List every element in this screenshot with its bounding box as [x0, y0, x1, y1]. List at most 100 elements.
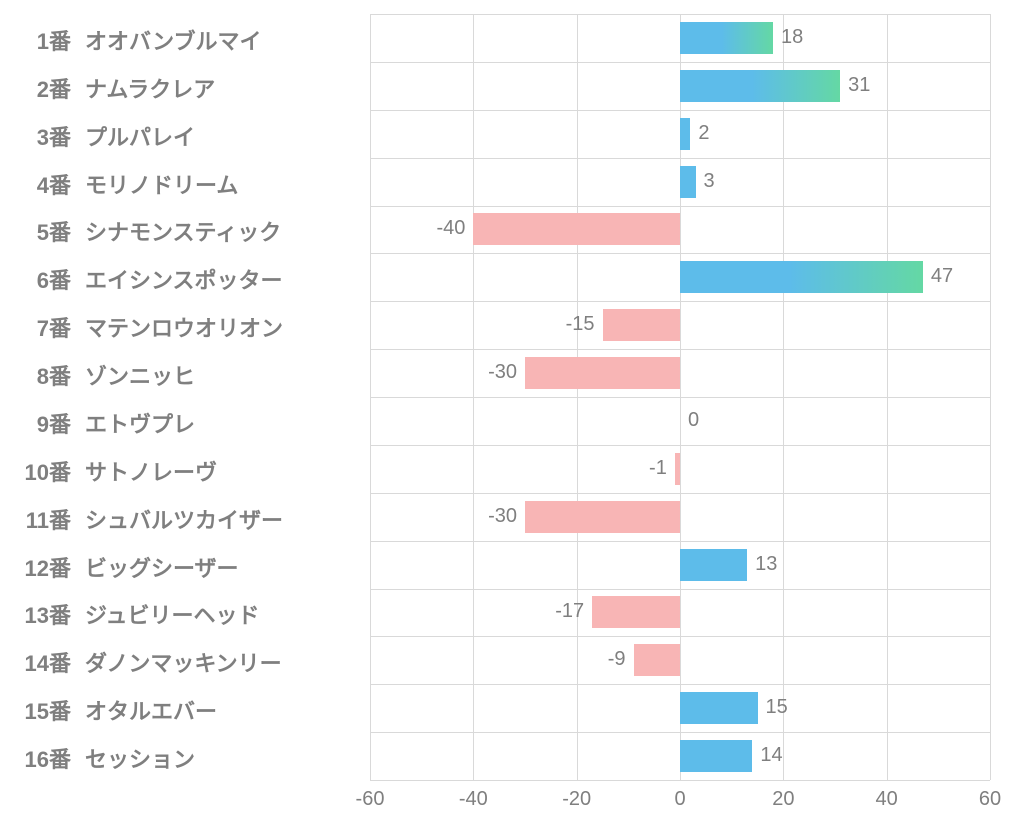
category-label: 11番シュバルツカイザー [0, 503, 370, 535]
category-num: 10番 [0, 455, 85, 487]
x-tick-label: -20 [562, 788, 591, 811]
bar [592, 596, 680, 628]
category-name: エトヴプレ [85, 407, 370, 439]
bar [680, 692, 758, 724]
bar [680, 261, 923, 293]
value-label: -17 [555, 600, 592, 623]
category-label: 9番エトヴプレ [0, 407, 370, 439]
category-num: 16番 [0, 742, 85, 774]
category-num: 6番 [0, 263, 85, 295]
bar [680, 70, 840, 102]
category-label: 10番サトノレーヴ [0, 455, 370, 487]
hline [370, 445, 990, 446]
category-label: 1番オオバンブルマイ [0, 24, 370, 56]
category-label: 16番セッション [0, 742, 370, 774]
value-label: -30 [488, 505, 525, 528]
category-name: マテンロウオリオン [85, 311, 370, 343]
category-num: 7番 [0, 311, 85, 343]
category-label: 15番オタルエバー [0, 694, 370, 726]
category-label: 8番ゾンニッヒ [0, 359, 370, 391]
hline [370, 253, 990, 254]
bar [525, 501, 680, 533]
category-name: ダノンマッキンリー [85, 646, 370, 678]
value-label: 18 [781, 26, 803, 49]
value-label: 31 [848, 74, 870, 97]
category-label: 2番ナムラクレア [0, 72, 370, 104]
hline [370, 780, 990, 781]
value-label: 3 [704, 170, 715, 193]
bar [680, 549, 747, 581]
category-name: モリノドリーム [85, 168, 370, 200]
hline [370, 493, 990, 494]
hline [370, 158, 990, 159]
category-name: シナモンスティック [85, 215, 370, 247]
category-num: 4番 [0, 168, 85, 200]
category-num: 12番 [0, 551, 85, 583]
category-num: 5番 [0, 215, 85, 247]
bar [603, 309, 681, 341]
value-label: -40 [436, 217, 473, 240]
bar [680, 22, 773, 54]
category-num: 2番 [0, 72, 85, 104]
value-label: -9 [608, 648, 634, 671]
bar [680, 166, 696, 198]
category-num: 9番 [0, 407, 85, 439]
x-tick-label: 60 [979, 788, 1001, 811]
x-tick-label: -40 [459, 788, 488, 811]
x-tick-label: 0 [674, 788, 685, 811]
category-num: 14番 [0, 646, 85, 678]
category-label: 12番ビッグシーザー [0, 551, 370, 583]
hline [370, 349, 990, 350]
value-label: 13 [755, 553, 777, 576]
value-label: -15 [566, 313, 603, 336]
x-tick-label: -60 [356, 788, 385, 811]
value-label: 14 [760, 744, 782, 767]
hline [370, 589, 990, 590]
x-tick-label: 40 [876, 788, 898, 811]
value-label: -1 [649, 457, 675, 480]
bar [675, 453, 680, 485]
hline [370, 397, 990, 398]
category-name: エイシンスポッター [85, 263, 370, 295]
bar [680, 118, 690, 150]
category-name: ジュビリーヘッド [85, 598, 370, 630]
category-num: 13番 [0, 598, 85, 630]
hline [370, 206, 990, 207]
bar [525, 357, 680, 389]
category-name: オタルエバー [85, 694, 370, 726]
hline [370, 684, 990, 685]
category-label: 5番シナモンスティック [0, 215, 370, 247]
category-name: シュバルツカイザー [85, 503, 370, 535]
category-label: 4番モリノドリーム [0, 168, 370, 200]
hline [370, 636, 990, 637]
category-num: 15番 [0, 694, 85, 726]
category-name: セッション [85, 742, 370, 774]
category-name: プルパレイ [85, 120, 370, 152]
bar [473, 213, 680, 245]
hline [370, 14, 990, 15]
hline [370, 301, 990, 302]
category-num: 8番 [0, 359, 85, 391]
category-name: ビッグシーザー [85, 551, 370, 583]
category-num: 1番 [0, 24, 85, 56]
value-label: -30 [488, 361, 525, 384]
bar [680, 740, 752, 772]
category-label: 3番プルパレイ [0, 120, 370, 152]
bar-chart: 1番オオバンブルマイ2番ナムラクレア3番プルパレイ4番モリノドリーム5番シナモン… [0, 0, 1022, 834]
value-label: 47 [931, 265, 953, 288]
gridline [990, 14, 991, 780]
category-label: 14番ダノンマッキンリー [0, 646, 370, 678]
value-label: 2 [698, 122, 709, 145]
hline [370, 541, 990, 542]
category-name: オオバンブルマイ [85, 24, 370, 56]
category-name: ナムラクレア [85, 72, 370, 104]
x-tick-label: 20 [772, 788, 794, 811]
category-name: サトノレーヴ [85, 455, 370, 487]
hline [370, 110, 990, 111]
category-label: 7番マテンロウオリオン [0, 311, 370, 343]
category-label: 6番エイシンスポッター [0, 263, 370, 295]
category-num: 11番 [0, 503, 85, 535]
category-label: 13番ジュビリーヘッド [0, 598, 370, 630]
hline [370, 62, 990, 63]
plot-area: -60-40-200204060183123-4047-15-300-1-301… [370, 14, 990, 780]
